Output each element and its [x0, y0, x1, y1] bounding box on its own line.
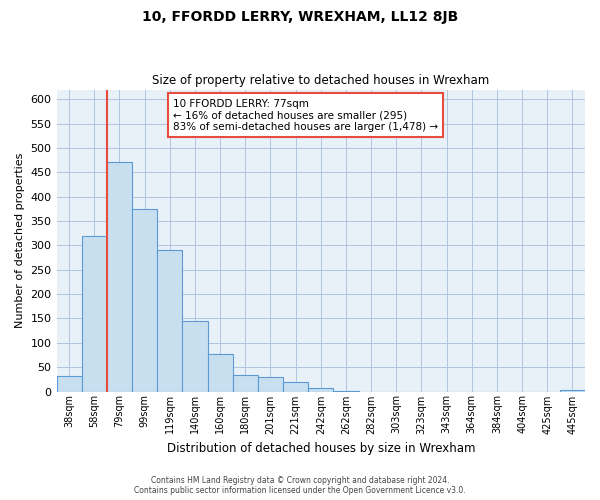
Bar: [208, 354, 233, 392]
Bar: [157, 250, 182, 392]
Bar: [82, 236, 107, 392]
Bar: [182, 321, 208, 392]
Bar: [258, 377, 283, 392]
Y-axis label: Number of detached properties: Number of detached properties: [15, 153, 25, 328]
Bar: [283, 382, 308, 392]
Bar: [308, 388, 334, 392]
Bar: [233, 375, 258, 392]
Bar: [132, 209, 157, 392]
Bar: [56, 376, 82, 392]
X-axis label: Distribution of detached houses by size in Wrexham: Distribution of detached houses by size …: [167, 442, 475, 455]
Text: 10 FFORDD LERRY: 77sqm
← 16% of detached houses are smaller (295)
83% of semi-de: 10 FFORDD LERRY: 77sqm ← 16% of detached…: [173, 98, 438, 132]
Title: Size of property relative to detached houses in Wrexham: Size of property relative to detached ho…: [152, 74, 490, 87]
Text: 10, FFORDD LERRY, WREXHAM, LL12 8JB: 10, FFORDD LERRY, WREXHAM, LL12 8JB: [142, 10, 458, 24]
Bar: [560, 390, 585, 392]
Text: Contains HM Land Registry data © Crown copyright and database right 2024.
Contai: Contains HM Land Registry data © Crown c…: [134, 476, 466, 495]
Bar: [107, 162, 132, 392]
